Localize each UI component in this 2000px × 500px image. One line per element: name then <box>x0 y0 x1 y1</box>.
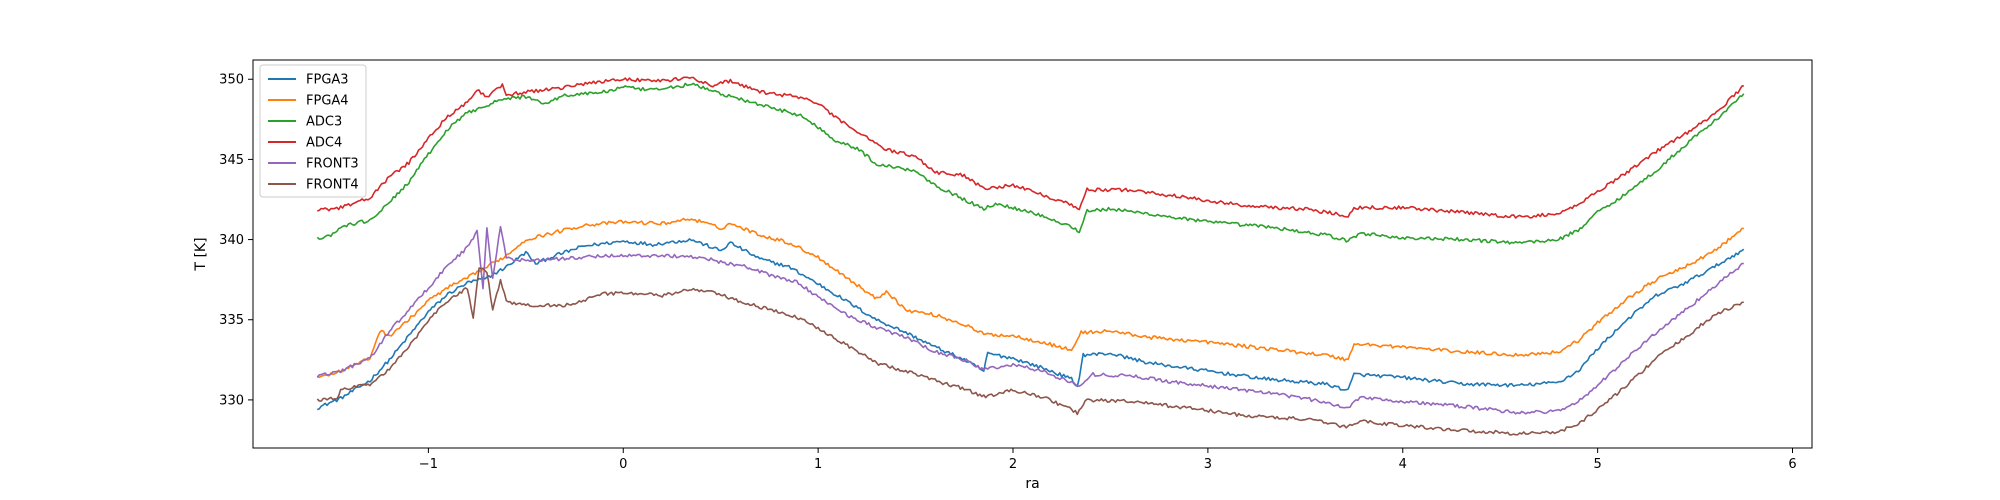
series-layer <box>316 76 1745 436</box>
x-tick-label: 1 <box>814 457 822 472</box>
legend-label-fpga4: FPGA4 <box>306 94 349 109</box>
y-tick-label: 335 <box>219 313 244 328</box>
x-axis-label: ra <box>1025 476 1039 492</box>
x-tick-label: −1 <box>419 457 438 472</box>
y-axis-label: T [K] <box>193 237 209 271</box>
legend-label-front3: FRONT3 <box>306 157 359 172</box>
series-line-front4 <box>316 267 1744 436</box>
x-tick-label: 4 <box>1399 457 1407 472</box>
legend-label-adc4: ADC4 <box>306 136 342 151</box>
series-line-fpga4 <box>316 217 1744 379</box>
series-line-adc4 <box>317 76 1744 219</box>
legend-label-front4: FRONT4 <box>306 178 359 193</box>
series-line-fpga3 <box>317 238 1745 411</box>
series-line-adc3 <box>316 82 1745 245</box>
y-tick-label: 345 <box>219 153 244 168</box>
x-tick-label: 2 <box>1009 457 1017 472</box>
series-line-front3 <box>316 225 1744 415</box>
plot-area <box>252 59 1813 449</box>
x-tick-label: 0 <box>619 457 627 472</box>
x-tick-label: 3 <box>1204 457 1212 472</box>
y-tick-label: 330 <box>219 393 244 408</box>
x-tick-label: 5 <box>1593 457 1601 472</box>
x-tick-label: 6 <box>1788 457 1796 472</box>
legend: FPGA3 FPGA4 ADC3 ADC4 FRONT3 FRONT4 <box>259 64 367 198</box>
legend-label-adc3: ADC3 <box>306 115 342 130</box>
legend-label-fpga3: FPGA3 <box>306 73 349 88</box>
y-tick-label: 350 <box>219 73 244 88</box>
y-tick-label: 340 <box>219 233 244 248</box>
plot-frame <box>252 59 1813 449</box>
